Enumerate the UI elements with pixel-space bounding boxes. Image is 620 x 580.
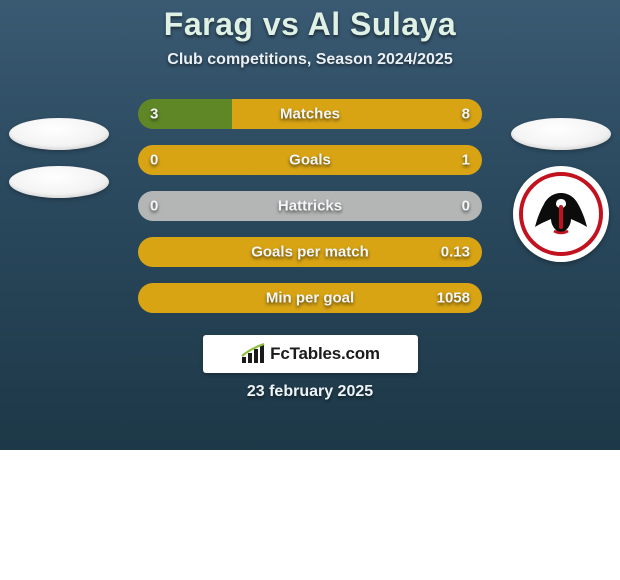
stat-bar-right [138,145,482,175]
stat-row: Goals01 [0,137,620,183]
stat-bar-right [138,283,482,313]
stat-row: Hattricks 0 0 [0,183,620,229]
subtitle: Club competitions, Season 2024/2025 [0,51,620,69]
fctables-logo[interactable]: FcTables.com [203,335,418,373]
date-label: 23 february 2025 [0,383,620,401]
stat-row: Goals per match0.13 [0,229,620,275]
stat-bar-right [138,237,482,267]
page-title: Farag vs Al Sulaya [0,6,620,43]
stat-row: Min per goal1058 [0,275,620,321]
stat-bar-track: Goals per match0.13 [138,237,482,267]
stat-bar-left [138,99,232,129]
stat-value-left: 0 [150,198,158,215]
comparison-stage: Farag vs Al Sulaya Club competitions, Se… [0,0,620,450]
footer-brand-text: FcTables.com [270,344,380,364]
stat-bar-track: Min per goal1058 [138,283,482,313]
stat-bar-track: Hattricks 0 0 [138,191,482,221]
stat-value-right: 0 [462,198,470,215]
stat-bar-right [232,99,482,129]
stat-bars: Matches38 Goals01 Hattricks 0 0 Goals per mat… [0,91,620,321]
stat-bar-track: Matches38 [138,99,482,129]
stat-row: Matches38 [0,91,620,137]
stat-bar-track: Goals01 [138,145,482,175]
stat-label: Hattricks [278,198,342,215]
bar-chart-icon [240,343,266,365]
